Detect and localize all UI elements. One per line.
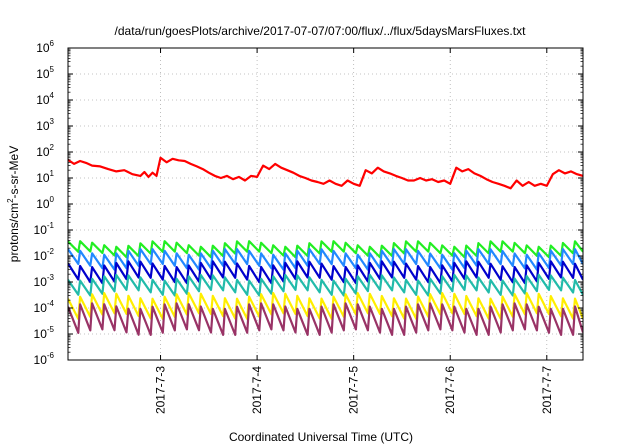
- y-tick-exp: -6: [47, 351, 55, 360]
- y-tick-label: 10-5: [34, 325, 55, 341]
- x-tick-label: 2017-7-4: [250, 366, 264, 414]
- y-tick-base: 10: [34, 249, 48, 263]
- y-tick-exp: -4: [47, 299, 55, 308]
- series-line-5: [68, 273, 583, 297]
- y-tick-base: 10: [34, 223, 48, 237]
- y-axis-label-sup: 2: [6, 198, 15, 203]
- y-tick-label: 10-4: [34, 299, 55, 315]
- y-tick-label: 105: [36, 65, 54, 81]
- x-tick-label: 2017-7-7: [540, 366, 554, 414]
- y-tick-exp: 1: [50, 169, 55, 178]
- series-line-4: [68, 260, 583, 285]
- y-tick-base: 10: [34, 301, 48, 315]
- x-tick-label: 2017-7-3: [154, 366, 168, 414]
- series-line-1: [68, 156, 583, 190]
- y-axis-label-base: protons/cm: [7, 203, 21, 262]
- y-tick-exp: 4: [50, 91, 55, 100]
- y-tick-label: 10-6: [34, 351, 55, 367]
- y-tick-exp: 2: [50, 143, 55, 152]
- x-tick-label: 2017-7-5: [347, 366, 361, 414]
- y-tick-exp: -3: [47, 273, 55, 282]
- y-tick-exp: 5: [50, 65, 55, 74]
- y-tick-label: 104: [36, 91, 54, 107]
- y-tick-base: 10: [34, 327, 48, 341]
- y-axis-label: protons/cm2-s-sr-MeV: [6, 146, 21, 262]
- y-tick-exp: -5: [47, 325, 55, 334]
- y-tick-label: 100: [36, 195, 54, 211]
- y-tick-base: 10: [36, 93, 50, 107]
- chart-title: /data/run/goesPlots/archive/2017-07-07/0…: [115, 24, 527, 38]
- series-line-6: [68, 292, 583, 320]
- y-tick-exp: -2: [47, 247, 55, 256]
- y-tick-exp: -1: [47, 221, 55, 230]
- y-tick-base: 10: [36, 171, 50, 185]
- y-tick-base: 10: [36, 41, 50, 55]
- y-tick-base: 10: [36, 145, 50, 159]
- y-tick-label: 106: [36, 39, 54, 55]
- y-tick-base: 10: [36, 67, 50, 81]
- y-tick-label: 10-3: [34, 273, 55, 289]
- x-axis-label: Coordinated Universal Time (UTC): [229, 430, 413, 444]
- y-tick-label: 10-2: [34, 247, 55, 263]
- series-line-7: [68, 302, 583, 336]
- series-group: [68, 156, 583, 336]
- y-tick-base: 10: [36, 197, 50, 211]
- x-axis-ticks: 2017-7-3 2017-7-4 2017-7-5 2017-7-6 2017-7-7: [154, 48, 554, 414]
- y-tick-base: 10: [36, 119, 50, 133]
- series-line-2: [68, 240, 583, 259]
- y-axis-ticks: 10-610-510-410-310-210-11001011021031041…: [34, 39, 583, 367]
- y-tick-label: 102: [36, 143, 54, 159]
- y-tick-exp: 0: [50, 195, 55, 204]
- x-tick-label: 2017-7-6: [443, 366, 457, 414]
- series-line-3: [68, 248, 583, 271]
- y-tick-label: 103: [36, 117, 54, 133]
- y-tick-exp: 3: [50, 117, 55, 126]
- y-tick-label: 101: [36, 169, 54, 185]
- y-tick-base: 10: [34, 353, 48, 367]
- y-tick-label: 10-1: [34, 221, 55, 237]
- y-tick-exp: 6: [50, 39, 55, 48]
- y-axis-label-rest: -s-sr-MeV: [7, 146, 21, 199]
- y-tick-base: 10: [34, 275, 48, 289]
